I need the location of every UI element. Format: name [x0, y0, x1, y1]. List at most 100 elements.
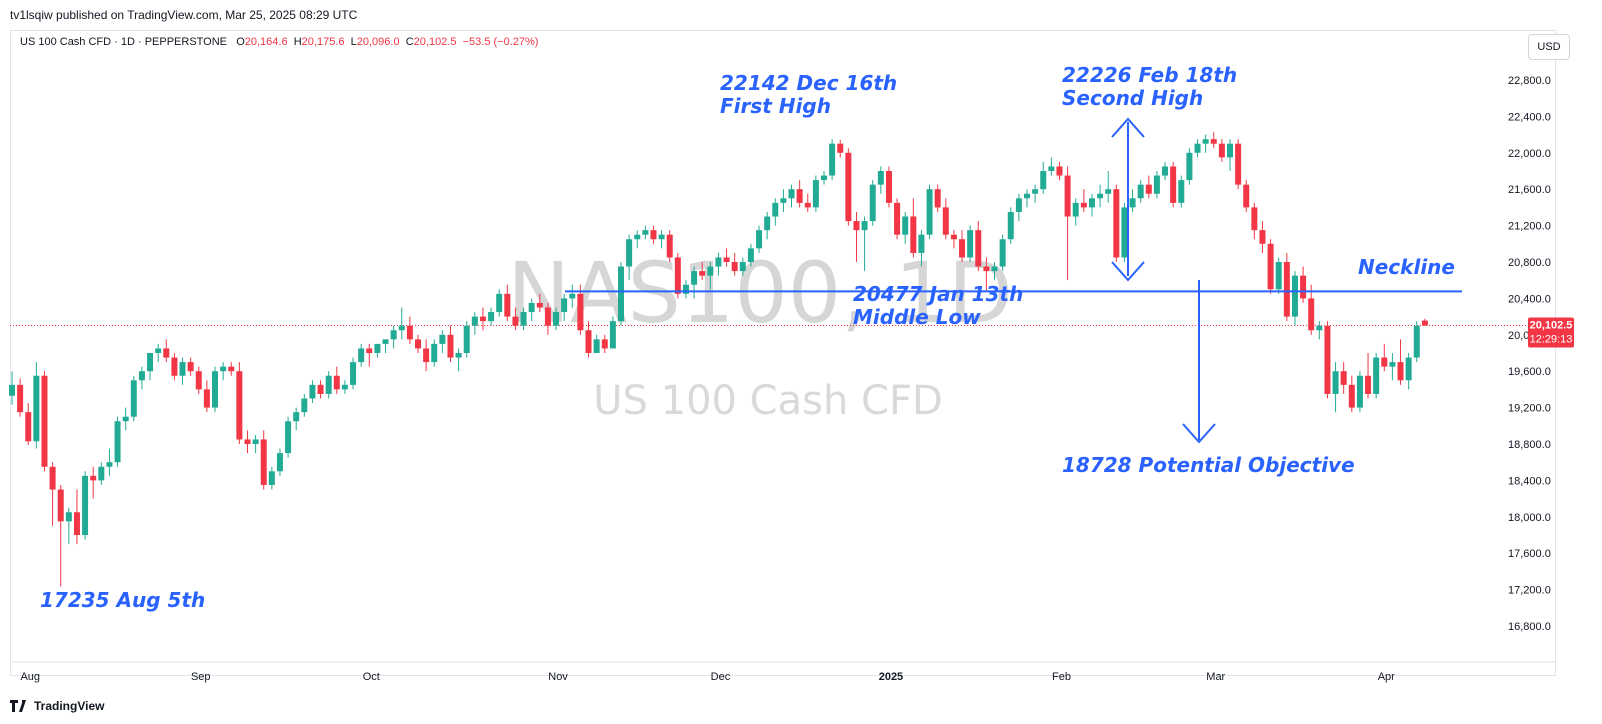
candle-body [658, 234, 665, 240]
candle-body [138, 371, 145, 381]
candle-body [130, 380, 137, 417]
candle [1235, 139, 1242, 190]
candle [1105, 171, 1112, 203]
candle-body [423, 348, 430, 363]
candle [772, 198, 779, 226]
candle-body [114, 421, 121, 463]
candle [252, 434, 259, 454]
candle-body [999, 239, 1006, 267]
candle-body [577, 293, 584, 331]
candle [593, 334, 600, 353]
candle [528, 298, 535, 322]
candle-body [122, 416, 129, 422]
currency-button[interactable]: USD [1528, 34, 1570, 60]
candle-body [488, 312, 495, 322]
candle-body [829, 143, 836, 176]
candle-body [1324, 325, 1331, 394]
candle [1015, 193, 1022, 222]
time-tick-label: 2025 [879, 671, 903, 683]
candle-body [804, 202, 811, 208]
candle [1088, 193, 1095, 217]
candle [918, 230, 925, 267]
candle [821, 171, 827, 185]
candle [642, 225, 649, 240]
candle [341, 380, 348, 394]
candle-body [90, 475, 97, 481]
candle-body [98, 466, 105, 481]
chart-frame[interactable] [10, 30, 1556, 676]
candle [747, 243, 754, 267]
candle-body [1145, 184, 1152, 194]
candle-body [910, 216, 917, 253]
price-axis[interactable]: 16,800.0 17,200.0 17,600.0 18,000.0 18,400.0… [1508, 75, 1551, 633]
candle [561, 293, 568, 322]
low-label: L [350, 36, 357, 48]
price-tick-label: 22,400.0 [1508, 111, 1551, 123]
candle-body [869, 184, 876, 222]
candle-body [650, 230, 657, 240]
drawings[interactable]: 22142 Dec 16th First High 22226 Feb 18th… [40, 63, 1462, 612]
price-tick-label: 20,800.0 [1508, 257, 1551, 269]
time-tick-label: Aug [20, 671, 40, 683]
candle-body [1056, 166, 1063, 176]
candle-body [1129, 198, 1136, 208]
candle-body [1007, 211, 1014, 240]
time-axis[interactable]: Aug Sep Oct Nov Dec 2025 Feb Mar Apr [10, 661, 1556, 683]
candle [390, 325, 397, 349]
candle-body [220, 366, 227, 372]
candle [309, 380, 316, 404]
candle [829, 139, 836, 181]
candle-body [764, 216, 771, 231]
candle [1267, 239, 1274, 294]
candle-body [1389, 362, 1396, 367]
candle [1218, 139, 1225, 162]
publish-info: tv1lsqiw published on TradingView.com, M… [10, 8, 358, 22]
candle [1040, 161, 1047, 194]
candle [731, 252, 738, 276]
candle [439, 330, 446, 353]
candles [9, 132, 1428, 587]
candle [1194, 139, 1201, 158]
candle-body [666, 234, 673, 258]
candle [65, 507, 72, 545]
candle-body [1210, 139, 1217, 144]
candle-body [25, 412, 32, 442]
high-label: H [293, 36, 302, 48]
candle [1153, 171, 1160, 199]
candle-body [601, 339, 608, 349]
candle [1389, 353, 1396, 381]
watermark-name: US 100 Cash CFD [593, 378, 943, 424]
candle [195, 366, 202, 394]
candle-body [163, 348, 170, 358]
candle [1259, 221, 1266, 253]
candle [260, 430, 267, 490]
candle-body [471, 316, 478, 326]
candle [155, 343, 162, 363]
time-tick-label: Dec [711, 671, 731, 683]
candle-body [1348, 384, 1355, 408]
objective-arrow-head [1182, 423, 1216, 444]
candle-body [1397, 362, 1404, 381]
aug-low-label: 17235 Aug 5th [40, 588, 205, 612]
candle-body [1153, 175, 1160, 194]
candle [512, 307, 519, 331]
candle-body [479, 316, 486, 322]
price-tick-label: 17,600.0 [1508, 548, 1551, 560]
candle-body [934, 189, 941, 208]
candle-body [179, 362, 186, 376]
candle [991, 262, 998, 281]
candle-body [731, 262, 738, 272]
tradingview-logo[interactable]: TradingView [10, 699, 104, 713]
price-tick-label: 16,800.0 [1508, 621, 1551, 633]
candle [82, 471, 89, 540]
candle-body [861, 221, 868, 231]
candle-body [455, 353, 462, 358]
candle-body [845, 152, 852, 222]
price-tick-label: 20,400.0 [1508, 293, 1551, 305]
candle [544, 302, 551, 335]
candle [569, 284, 576, 308]
candle-body [41, 375, 48, 467]
candle-body [1421, 320, 1428, 326]
candle [463, 321, 470, 358]
